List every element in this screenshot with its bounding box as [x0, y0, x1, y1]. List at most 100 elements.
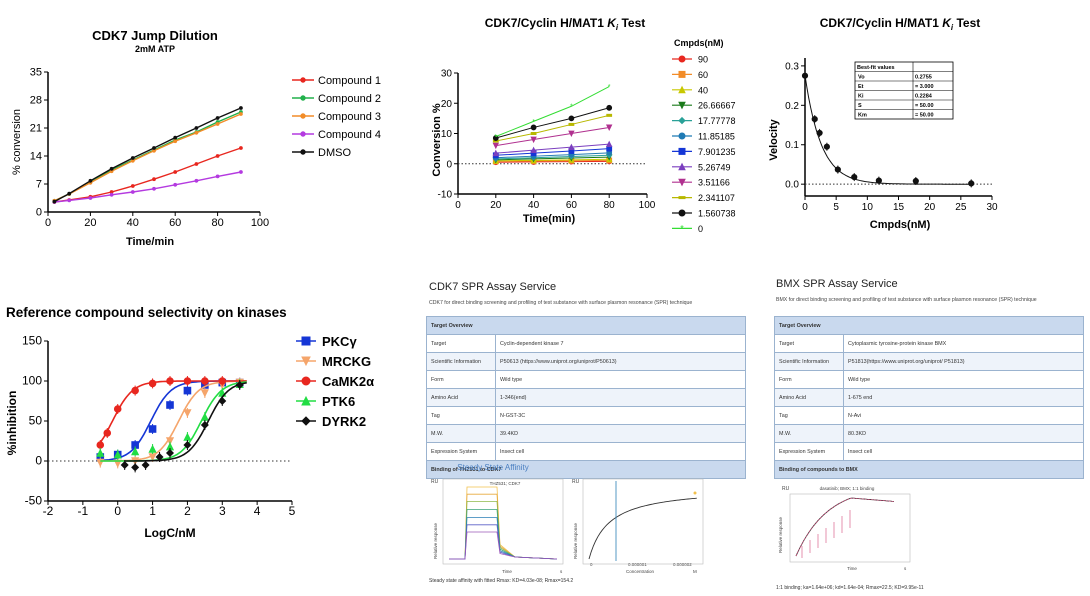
- fit-curve: [804, 75, 972, 185]
- row-key: Scientific Information: [426, 352, 496, 371]
- table-header: Target Overview: [774, 316, 1084, 335]
- data-point: *: [608, 82, 611, 91]
- legend-marker: [300, 131, 306, 137]
- data-point: [96, 441, 105, 449]
- m-label: M: [693, 569, 697, 574]
- data-point: [811, 116, 818, 123]
- data-point: [131, 463, 140, 472]
- legend-marker: [300, 149, 306, 155]
- y-tick-label: 28: [30, 95, 42, 107]
- data-point: [568, 130, 575, 138]
- data-point: [801, 72, 809, 79]
- chart-title: CDK7/Cyclin H/MAT1 Ki Test: [485, 16, 646, 32]
- s-label: s: [560, 569, 563, 574]
- jump-dilution-panel: CDK7 Jump Dilution 2mM ATP Time/min % co…: [0, 20, 400, 260]
- y-tick-label: 0.0: [785, 180, 799, 191]
- data-point: [215, 122, 220, 126]
- data-point: [215, 174, 220, 179]
- y-axis-label: Conversion %: [431, 103, 443, 177]
- data-point: [200, 420, 209, 430]
- data-point: *: [494, 132, 497, 141]
- row-value: Cytoplasmic tyrosine-protein kinase BMX: [843, 334, 1084, 353]
- sensor-label: THZ531; CDK7: [490, 481, 521, 486]
- y-tick-label: 20: [441, 99, 453, 110]
- table-row: M.W. 80.3KD: [774, 424, 1084, 443]
- legend-label: 26.66667: [698, 101, 736, 111]
- legend-label: 3.51166: [698, 178, 730, 188]
- row-value: Insect cell: [843, 442, 1084, 461]
- fit-curve: [100, 380, 247, 462]
- legend-marker: [678, 147, 686, 155]
- row-value: Cyclin-dependent kinase 7: [495, 334, 746, 353]
- legend-label: DYRK2: [322, 414, 366, 429]
- table-row: Target Cyclin-dependent kinase 7: [426, 334, 746, 353]
- data-point: [875, 177, 882, 184]
- legend-marker: [678, 132, 686, 140]
- chart-title: CDK7/Cyclin H/MAT1 Ki Test: [820, 16, 981, 32]
- row-value: 39.4KD: [495, 424, 746, 443]
- row-key: Form: [426, 370, 496, 389]
- data-point: *: [532, 117, 535, 126]
- bmx-spr-panel: BMX SPR Assay Service BMX for direct bin…: [772, 272, 1090, 596]
- data-point: [492, 135, 499, 141]
- data-point: [239, 146, 243, 150]
- legend-marker: [301, 376, 311, 386]
- data-point: [131, 446, 140, 456]
- data-point: [239, 170, 243, 174]
- legend-marker: [678, 116, 686, 125]
- data-point: [605, 140, 613, 147]
- chart-title: Reference compound selectivity on kinase…: [6, 305, 287, 320]
- data-point: [606, 104, 613, 111]
- row-value: P50613 (https://www.uniprot.org/uniprot/…: [495, 352, 746, 371]
- data-point: [130, 156, 135, 160]
- table-row: Tag N-GST-3C: [426, 406, 746, 425]
- plot-frame: [789, 493, 911, 563]
- legend-marker: *: [680, 223, 684, 233]
- table-row: Expression System Insect cell: [426, 442, 746, 461]
- row-key: Tag: [426, 406, 496, 425]
- ru-label: RU: [782, 486, 790, 492]
- legend-label: Compound 3: [318, 111, 381, 123]
- x-tick-label: 3: [219, 504, 226, 518]
- data-point: [88, 178, 93, 183]
- data-point: [218, 396, 227, 406]
- legend-label: Compound 4: [318, 129, 381, 141]
- fit-table-header: Best-fit values: [857, 65, 895, 71]
- y-tick-label: 100: [22, 374, 42, 388]
- data-point: [130, 184, 135, 188]
- row-key: M.W.: [426, 424, 496, 443]
- data-point: [67, 198, 72, 203]
- x-tick-label: 1: [149, 504, 156, 518]
- data-point: [166, 401, 174, 409]
- plot-frame: [442, 478, 564, 565]
- data-point: [492, 149, 500, 157]
- x-tick-label: 60: [566, 200, 578, 211]
- bmx-target-table: Target Overview Target Cytoplasmic tyrosin…: [774, 316, 1084, 479]
- data-point: [183, 377, 192, 385]
- data-point: [218, 377, 227, 385]
- velocity-chart: CDK7/Cyclin H/MAT1 Ki Test Cmpds(nM) Vel…: [768, 16, 998, 231]
- legend-label: CaMK2α: [322, 374, 374, 389]
- x-axis-label: Cmpds(nM): [870, 219, 931, 231]
- data-point: [215, 116, 220, 120]
- fit-param-value: = 50.00: [915, 113, 934, 119]
- cdk7-sensorgram-plots: Steady State Affinity THZ531; CDK7 RU Re…: [431, 463, 704, 574]
- row-value: Wild type: [495, 370, 746, 389]
- bmx-spr-note: 1:1 binding; ka=1.64e+06; kd=1.64e-04; R…: [776, 585, 924, 591]
- legend-marker: [678, 209, 686, 217]
- x-tick-label: 100: [251, 217, 269, 229]
- series-line: [495, 152, 610, 159]
- y-axis-label: Velocity: [768, 118, 780, 160]
- series-line: [495, 126, 610, 147]
- ru-label-2: RU: [572, 479, 580, 485]
- data-point: [109, 192, 114, 197]
- data-point: [148, 444, 157, 453]
- table-header: Target Overview: [426, 316, 746, 335]
- data-point: [113, 405, 122, 413]
- selectivity-panel: Reference compound selectivity on kinase…: [0, 295, 410, 545]
- data-point: [568, 115, 575, 122]
- y-tick-label: 0: [35, 454, 42, 468]
- series-line: [495, 148, 610, 156]
- series-line: [54, 171, 242, 203]
- series-line: [54, 147, 242, 203]
